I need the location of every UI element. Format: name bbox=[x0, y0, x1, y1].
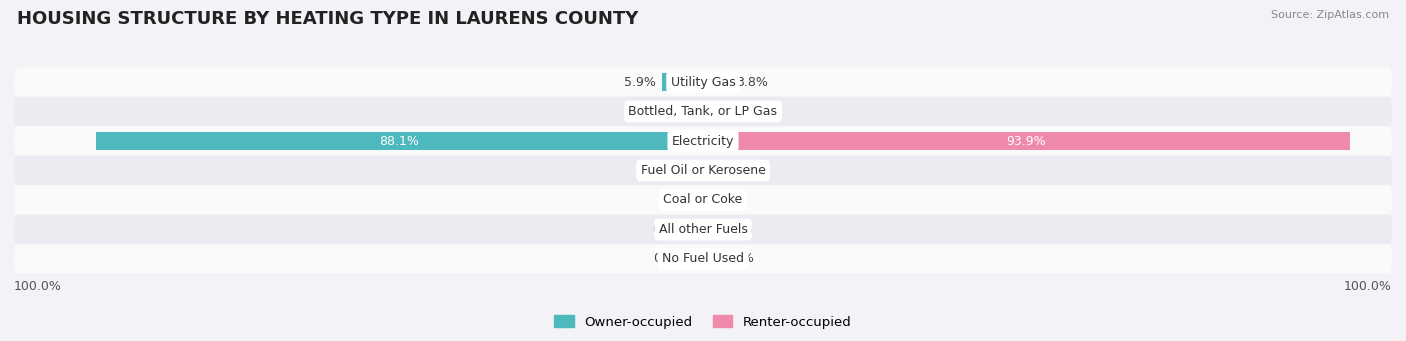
Bar bbox=[703, 102, 710, 121]
Text: 0.65%: 0.65% bbox=[714, 252, 754, 266]
Bar bbox=[703, 132, 1350, 150]
Text: 0.51%: 0.51% bbox=[713, 223, 754, 236]
Text: 5.9%: 5.9% bbox=[624, 75, 655, 89]
Text: 4.9%: 4.9% bbox=[631, 105, 662, 118]
Bar bbox=[699, 220, 703, 239]
FancyBboxPatch shape bbox=[14, 215, 1392, 244]
Text: No Fuel Used: No Fuel Used bbox=[662, 252, 744, 266]
Text: Coal or Coke: Coal or Coke bbox=[664, 193, 742, 207]
FancyBboxPatch shape bbox=[14, 126, 1392, 156]
Bar bbox=[703, 220, 706, 239]
Bar bbox=[700, 250, 703, 268]
FancyBboxPatch shape bbox=[14, 244, 1392, 274]
Bar bbox=[703, 73, 730, 91]
Bar bbox=[703, 250, 707, 268]
Text: Utility Gas: Utility Gas bbox=[671, 75, 735, 89]
Text: Fuel Oil or Kerosene: Fuel Oil or Kerosene bbox=[641, 164, 765, 177]
Text: HOUSING STRUCTURE BY HEATING TYPE IN LAURENS COUNTY: HOUSING STRUCTURE BY HEATING TYPE IN LAU… bbox=[17, 10, 638, 28]
Text: 93.9%: 93.9% bbox=[1007, 134, 1046, 148]
FancyBboxPatch shape bbox=[14, 156, 1392, 185]
Text: 0.57%: 0.57% bbox=[652, 223, 692, 236]
Text: 0.45%: 0.45% bbox=[654, 252, 693, 266]
Legend: Owner-occupied, Renter-occupied: Owner-occupied, Renter-occupied bbox=[548, 310, 858, 334]
Text: 100.0%: 100.0% bbox=[1344, 280, 1392, 293]
Text: 88.1%: 88.1% bbox=[380, 134, 419, 148]
Bar bbox=[662, 73, 703, 91]
Text: Electricity: Electricity bbox=[672, 134, 734, 148]
Text: 3.8%: 3.8% bbox=[737, 75, 768, 89]
FancyBboxPatch shape bbox=[14, 97, 1392, 126]
FancyBboxPatch shape bbox=[14, 67, 1392, 97]
Bar bbox=[669, 102, 703, 121]
Text: Source: ZipAtlas.com: Source: ZipAtlas.com bbox=[1271, 10, 1389, 20]
Text: 100.0%: 100.0% bbox=[14, 280, 62, 293]
FancyBboxPatch shape bbox=[14, 185, 1392, 215]
Text: Bottled, Tank, or LP Gas: Bottled, Tank, or LP Gas bbox=[628, 105, 778, 118]
Text: All other Fuels: All other Fuels bbox=[658, 223, 748, 236]
Text: 0.97%: 0.97% bbox=[717, 105, 756, 118]
Text: 0.07%: 0.07% bbox=[655, 164, 696, 177]
Bar bbox=[96, 132, 703, 150]
Text: 0.14%: 0.14% bbox=[711, 164, 751, 177]
